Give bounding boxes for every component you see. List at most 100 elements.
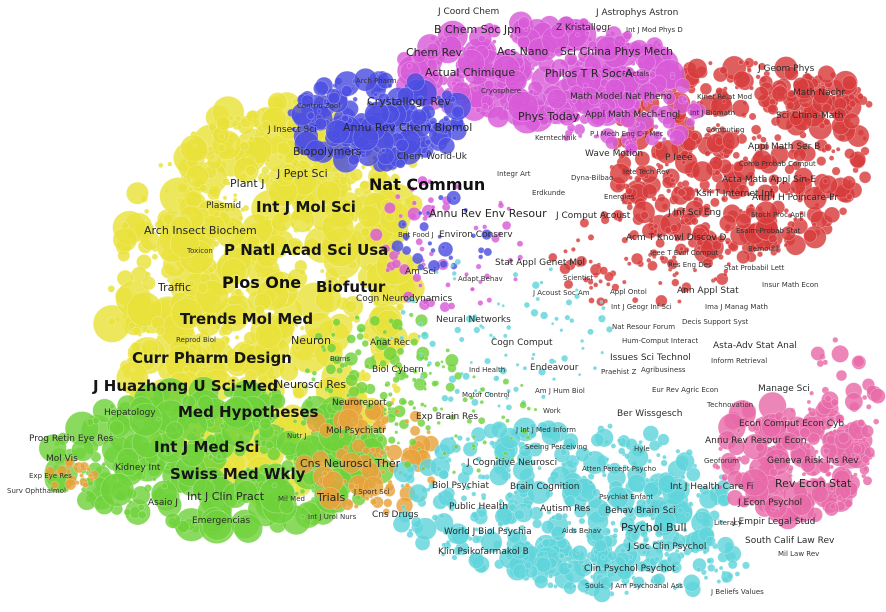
- math-bubble: [670, 223, 679, 233]
- psych-bubble: [543, 551, 549, 556]
- psych-bubble: [619, 547, 626, 554]
- misc-bubble: [601, 305, 606, 311]
- journal-label: Emergencias: [192, 516, 251, 526]
- psych-bubble: [406, 530, 414, 539]
- psych-bubble: [490, 421, 508, 439]
- misc-bubble: [441, 364, 446, 369]
- journal-label: Agribusiness: [641, 366, 686, 374]
- math-bubble: [816, 156, 827, 167]
- psych-bubble: [692, 463, 698, 469]
- econ-bubble: [824, 395, 832, 403]
- math-bubble: [738, 208, 744, 214]
- psych-bubble: [716, 579, 722, 584]
- math-bubble: [668, 173, 674, 179]
- journal-label: Cogn Neurodynamics: [356, 294, 453, 304]
- bio-chem-bubble: [360, 153, 366, 158]
- math-bubble: [719, 214, 737, 232]
- math-bubble: [748, 112, 757, 121]
- misc-bubble: [523, 301, 531, 309]
- journal-label: Med Hypotheses: [178, 403, 319, 421]
- misc-bubble: [452, 276, 457, 281]
- clinical-bubble: [165, 421, 184, 440]
- psych-bubble: [572, 461, 578, 466]
- journal-label: Ima J Manag Math: [705, 303, 768, 311]
- journal-label: Int J Biomath: [690, 109, 736, 117]
- misc-bubble: [454, 388, 461, 395]
- econ-bubble: [816, 359, 825, 368]
- journal-label: Biofutur: [316, 278, 386, 296]
- journal-label: Computing: [706, 126, 745, 134]
- clinical-bubble: [86, 417, 95, 426]
- psych-bubble: [716, 536, 735, 555]
- journal-label: Phys Today: [518, 110, 580, 123]
- misc-bubble: [383, 407, 388, 412]
- biomed-bubble: [261, 166, 270, 175]
- misc-bubble: [502, 378, 510, 385]
- biomed-bubble: [167, 161, 173, 167]
- biomed-bubble: [264, 215, 270, 221]
- clinical-bubble: [273, 430, 279, 436]
- misc-bubble: [471, 443, 476, 449]
- journal-label: Int J Med Sci: [154, 438, 260, 456]
- misc-bubble: [426, 363, 431, 368]
- misc-bubble: [522, 365, 528, 371]
- math-bubble: [823, 206, 841, 224]
- journal-label: Exp Brain Res: [416, 412, 479, 422]
- biomed-bubble: [125, 181, 149, 205]
- journal-label: Asaio J: [148, 498, 178, 508]
- misc-bubble: [564, 314, 571, 321]
- clinical-bubble: [345, 373, 359, 387]
- psych-bubble: [435, 465, 442, 473]
- bio-chem-bubble: [377, 147, 395, 165]
- chem-bubble: [475, 106, 482, 114]
- chem-bubble: [475, 263, 482, 270]
- journal-label: Ber Wissgesch: [617, 409, 683, 419]
- econ-bubble: [831, 344, 850, 363]
- misc-bubble: [501, 303, 506, 308]
- psych-bubble: [602, 527, 611, 536]
- math-bubble: [588, 297, 595, 304]
- journal-label: Comb Probab Comput: [739, 160, 816, 168]
- biomed-bubble: [180, 134, 208, 163]
- neuro-bubble: [361, 446, 370, 455]
- psych-bubble: [642, 425, 659, 442]
- misc-bubble: [600, 350, 605, 355]
- clinical-bubble: [383, 346, 398, 361]
- misc-bubble: [418, 353, 423, 358]
- chem-bubble: [501, 220, 512, 231]
- clinical-bubble: [388, 317, 394, 324]
- journal-label: Aids Behav: [562, 527, 602, 535]
- neuro-bubble: [409, 425, 421, 437]
- psych-bubble: [489, 465, 510, 486]
- biomed-bubble: [182, 365, 190, 373]
- chem-bubble: [419, 246, 425, 252]
- neuro-bubble: [394, 408, 400, 414]
- misc-bubble: [454, 326, 462, 334]
- bio-chem-bubble: [478, 254, 484, 260]
- clinical-bubble: [311, 370, 318, 376]
- chem-bubble: [528, 89, 535, 95]
- econ-bubble: [844, 498, 853, 508]
- misc-bubble: [587, 328, 594, 336]
- math-bubble: [773, 133, 782, 142]
- psych-bubble: [547, 581, 554, 589]
- biomed-bubble: [207, 266, 215, 274]
- biomed-bubble: [361, 371, 372, 382]
- psych-bubble: [525, 503, 532, 510]
- misc-bubble: [598, 315, 603, 320]
- clinical-bubble: [398, 326, 403, 331]
- misc-bubble: [425, 424, 432, 431]
- psych-bubble: [449, 436, 455, 441]
- journal-label: Annu Rev Env Resour: [429, 207, 547, 220]
- psych-bubble: [616, 437, 622, 443]
- journal-label: Fractals: [622, 70, 650, 78]
- clinical-bubble: [123, 508, 132, 517]
- misc-bubble: [400, 309, 406, 316]
- chem-bubble: [472, 85, 479, 92]
- chem-bubble: [634, 121, 641, 127]
- psych-bubble: [720, 570, 734, 584]
- math-bubble: [646, 257, 652, 264]
- journal-label: Hyle: [634, 445, 650, 453]
- journal-label: Endeavour: [530, 363, 579, 373]
- econ-bubble: [835, 369, 848, 382]
